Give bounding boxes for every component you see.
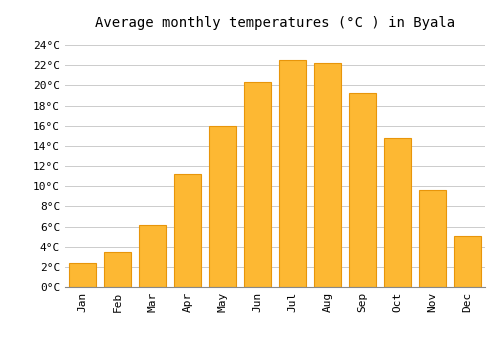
Bar xyxy=(104,252,130,287)
Bar xyxy=(280,60,305,287)
Bar xyxy=(244,82,270,287)
Bar xyxy=(454,236,480,287)
Bar xyxy=(174,174,201,287)
Title: Average monthly temperatures (°C ) in Byala: Average monthly temperatures (°C ) in By… xyxy=(95,16,455,30)
Bar xyxy=(210,126,236,287)
Bar xyxy=(70,263,96,287)
Bar xyxy=(420,190,446,287)
Bar xyxy=(384,138,410,287)
Bar xyxy=(314,63,340,287)
Bar xyxy=(140,224,166,287)
Bar xyxy=(350,93,376,287)
